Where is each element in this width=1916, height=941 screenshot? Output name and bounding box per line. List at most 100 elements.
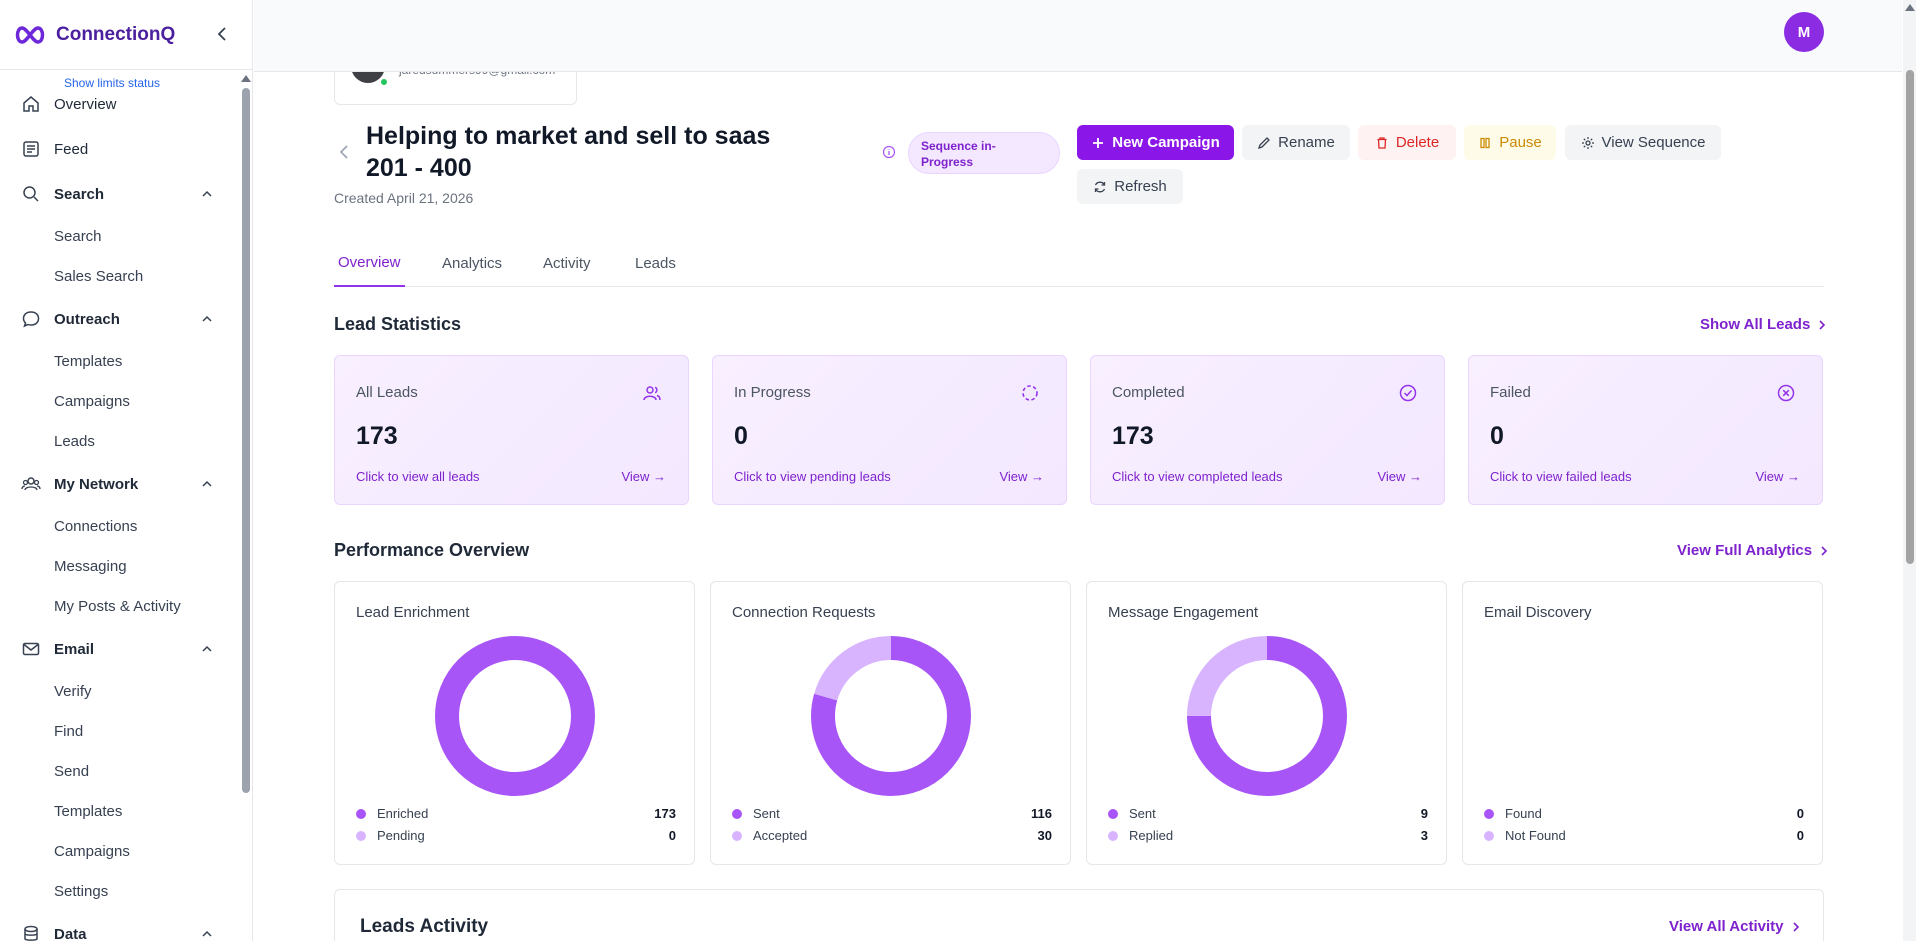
brand[interactable]: ConnectionQ xyxy=(0,0,252,70)
sidebar-item-sales-search[interactable]: Sales Search xyxy=(54,267,144,285)
lead-statistics-title: Lead Statistics xyxy=(334,314,462,334)
page-scrollbar-thumb[interactable] xyxy=(1906,70,1914,564)
view-full-analytics-link[interactable]: View Full Analytics xyxy=(1677,542,1830,559)
stat-card-in-progress[interactable]: In Progress 0 Click to view pending lead… xyxy=(712,355,1067,505)
donut-slice-enriched xyxy=(435,636,595,796)
created-date: Created April 21, 2026 xyxy=(334,190,474,206)
newspaper-icon xyxy=(23,141,39,157)
sidebar-item-overview[interactable]: Overview xyxy=(0,86,230,122)
show-all-leads-link[interactable]: Show All Leads xyxy=(1700,316,1828,333)
stat-value: 173 xyxy=(356,422,398,450)
donut-slice-accepted xyxy=(811,636,971,796)
page-scroll-up-icon[interactable] xyxy=(1905,4,1915,11)
sidebar-group-data[interactable]: Data xyxy=(0,916,230,941)
stat-card-completed[interactable]: Completed 173 Click to view completed le… xyxy=(1090,355,1445,505)
legend-row: Sent 116 xyxy=(732,806,1052,824)
tab-activity[interactable]: Activity xyxy=(543,255,591,272)
search-icon xyxy=(23,186,39,202)
sidebar-group-my-network[interactable]: My Network xyxy=(0,466,230,502)
sidebar-group-outreach[interactable]: Outreach xyxy=(0,301,230,337)
rename-button[interactable]: Rename xyxy=(1242,125,1350,160)
chevron-up-icon xyxy=(202,930,212,937)
sidebar-item-send[interactable]: Send xyxy=(54,762,90,780)
tab-leads[interactable]: Leads xyxy=(635,255,676,272)
stat-value: 0 xyxy=(1490,422,1504,450)
sidebar-item-verify[interactable]: Verify xyxy=(54,682,92,700)
sidebar-item-connections[interactable]: Connections xyxy=(54,517,138,535)
chevron-right-icon xyxy=(1819,319,1826,330)
sidebar-item-search[interactable]: Search xyxy=(54,227,102,245)
legend-row: Sent 9 xyxy=(1108,806,1428,824)
sidebar-item-label: Search xyxy=(54,185,105,203)
stat-card-failed[interactable]: Failed 0 Click to view failed leads View… xyxy=(1468,355,1823,505)
sidebar-item-email-settings[interactable]: Settings xyxy=(54,882,109,900)
show-limits-link[interactable]: Show limits status xyxy=(64,76,161,90)
stat-view-link[interactable]: View → xyxy=(621,469,666,484)
legend-name: Pending xyxy=(377,828,425,843)
chart-card-lead-enrichment: Lead Enrichment Enriched 173 Pending 0 xyxy=(334,581,695,865)
leads-activity-title: Leads Activity xyxy=(360,916,489,937)
sidebar-item-label: Feed xyxy=(54,140,89,158)
sidebar-group-email[interactable]: Email xyxy=(0,631,230,667)
sidebar-item-email-templates[interactable]: Templates xyxy=(54,802,123,820)
legend-name: Replied xyxy=(1129,828,1174,843)
donut-chart xyxy=(435,636,595,796)
view-sequence-button[interactable]: View Sequence xyxy=(1565,125,1721,160)
rename-label: Rename xyxy=(1278,134,1335,151)
legend-name: Sent xyxy=(1129,806,1156,821)
legend-dot-primary xyxy=(1484,809,1494,819)
stat-view-link[interactable]: View → xyxy=(1377,469,1422,484)
view-all-activity-link[interactable]: View All Activity xyxy=(1669,918,1802,935)
chart-title: Lead Enrichment xyxy=(356,604,470,621)
delete-button[interactable]: Delete xyxy=(1358,125,1456,160)
legend-value: 173 xyxy=(654,806,676,821)
chevron-left-icon[interactable] xyxy=(212,24,232,44)
legend-value: 3 xyxy=(1420,828,1428,843)
tab-analytics[interactable]: Analytics xyxy=(442,255,503,272)
refresh-button[interactable]: Refresh xyxy=(1077,169,1183,204)
sidebar-item-email-campaigns[interactable]: Campaigns xyxy=(54,842,130,860)
tab-overview[interactable]: Overview xyxy=(334,240,405,287)
legend-row: Not Found 0 xyxy=(1484,828,1804,846)
sidebar-scroll-up-icon[interactable] xyxy=(241,75,251,82)
user-avatar[interactable]: M xyxy=(1784,12,1824,52)
info-icon[interactable] xyxy=(882,145,896,159)
campaign-title: Helping to market and sell to saas 201 -… xyxy=(366,122,771,182)
refresh-label: Refresh xyxy=(1114,178,1167,195)
stat-hint: Click to view failed leads xyxy=(1490,469,1632,484)
legend-name: Found xyxy=(1505,806,1542,821)
legend-name: Not Found xyxy=(1505,828,1566,843)
chevron-up-icon xyxy=(202,190,212,197)
sidebar-item-find[interactable]: Find xyxy=(54,722,84,740)
chart-title: Message Engagement xyxy=(1108,604,1259,621)
legend-dot-primary xyxy=(356,809,366,819)
donut-chart xyxy=(811,636,971,796)
online-status-dot xyxy=(379,77,389,87)
stat-view-link[interactable]: View → xyxy=(999,469,1044,484)
sidebar-item-feed[interactable]: Feed xyxy=(0,131,230,167)
chevron-right-icon xyxy=(1792,921,1799,932)
chevron-left-icon[interactable] xyxy=(336,143,354,161)
sidebar-item-templates[interactable]: Templates xyxy=(54,352,123,370)
legend-dot-primary xyxy=(732,809,742,819)
brand-name: ConnectionQ xyxy=(56,23,176,45)
infinity-logo-icon xyxy=(15,25,45,44)
pause-icon xyxy=(1480,137,1490,148)
stat-card-all-leads[interactable]: All Leads 173 Click to view all leads Vi… xyxy=(334,355,689,505)
sidebar-item-campaigns[interactable]: Campaigns xyxy=(54,392,130,410)
sidebar-group-search[interactable]: Search xyxy=(0,176,230,212)
stat-value: 0 xyxy=(734,422,748,450)
pause-button[interactable]: Pause xyxy=(1464,125,1556,160)
sidebar-scrollbar[interactable] xyxy=(242,88,250,793)
legend-name: Accepted xyxy=(753,828,808,843)
sidebar: ConnectionQ Overview Feed Search Search … xyxy=(0,0,253,941)
new-campaign-button[interactable]: New Campaign xyxy=(1077,125,1234,160)
stat-view-link[interactable]: View → xyxy=(1755,469,1800,484)
legend-dot-secondary xyxy=(732,831,742,841)
show-all-leads-label: Show All Leads xyxy=(1700,316,1811,333)
stat-hint: Click to view all leads xyxy=(356,469,480,484)
sidebar-item-my-posts[interactable]: My Posts & Activity xyxy=(54,597,181,615)
sidebar-item-leads[interactable]: Leads xyxy=(54,432,95,450)
sidebar-item-messaging[interactable]: Messaging xyxy=(54,557,127,575)
loader-icon xyxy=(1022,385,1038,401)
